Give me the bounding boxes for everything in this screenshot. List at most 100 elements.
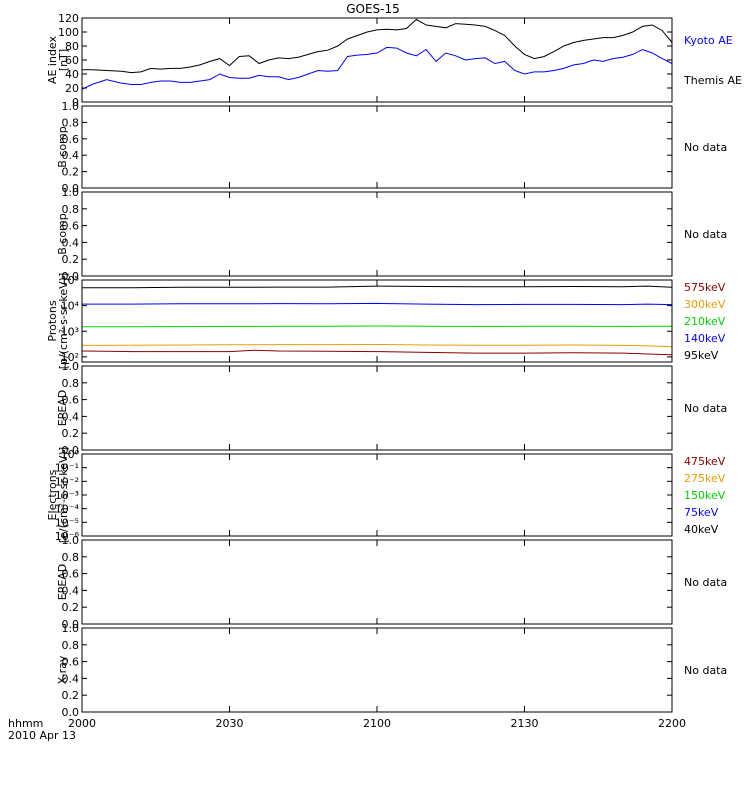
series-ae-kyoto-ae (81, 46, 673, 90)
ytick-label: 0.8 (62, 203, 80, 216)
ytick-label: 10² (61, 351, 79, 364)
legend-entry: 210keV (684, 315, 726, 328)
ytick-label: 40 (65, 68, 79, 81)
ytick-label: 10³ (61, 325, 79, 338)
ytick-label: 1.0 (62, 100, 80, 113)
xtick-label: 2030 (216, 717, 244, 730)
y-axis-label: [p/(cm²-s-sr-keV)] (57, 273, 70, 370)
y-axis-label: Protons (46, 300, 59, 341)
panel-frame-epead1 (81, 365, 673, 451)
y-axis-label: B comp (56, 126, 69, 168)
ytick-label: 0.4 (62, 672, 80, 685)
xtick-label: 2100 (363, 717, 391, 730)
panel-epead2: 0.0 0.2 0.4 0.6 0.8 1.0 EPEAD No data (56, 534, 727, 631)
legend-entry: 40keV (684, 523, 719, 536)
ytick-label: 80 (65, 40, 79, 53)
ytick-label: 60 (65, 54, 79, 67)
xtick-label: 2000 (68, 717, 96, 730)
legend-entry: Themis AE (683, 74, 742, 87)
ytick-label: 0.0 (62, 444, 80, 457)
ytick-label: 20 (65, 82, 79, 95)
series-protons-140kev (82, 302, 673, 306)
no-data-label: No data (684, 402, 727, 415)
ytick-label: 0.4 (62, 410, 80, 423)
ytick-label: 0.0 (62, 270, 80, 283)
ytick-label: 0.6 (62, 394, 80, 407)
y-axis-label: Electrons (46, 469, 59, 520)
ytick-label: 0.6 (62, 568, 80, 581)
legend-entry: 150keV (684, 489, 726, 502)
ytick-label: 0.2 (62, 166, 80, 179)
series-protons-95kev (82, 285, 673, 289)
panel-frame-protons (81, 279, 673, 363)
ytick-label: 0.8 (62, 551, 80, 564)
panel-epead1: 0.0 0.2 0.4 0.6 0.8 1.0 EPEAD No data (56, 360, 727, 457)
ytick-label: 0.8 (62, 377, 80, 390)
ytick-label: 0.8 (62, 639, 80, 652)
no-data-label: No data (684, 576, 727, 589)
chart-title: GOES-15 (346, 2, 400, 16)
series-protons-300kev (81, 343, 673, 348)
series-protons-575kev (81, 349, 673, 356)
no-data-label: No data (684, 228, 727, 241)
panel-frame-bcomp1 (81, 105, 673, 189)
panel-frame-xray (81, 627, 673, 713)
ytick-label: 1.0 (62, 186, 80, 199)
ytick-label: 10⁻⁴ (55, 503, 80, 516)
x-corner-label-hhmm: hhmm (8, 717, 43, 730)
xtick-label: 2130 (511, 717, 539, 730)
ytick-label: 0.8 (62, 116, 80, 129)
no-data-label: No data (684, 141, 727, 154)
ytick-label: 0.2 (62, 689, 80, 702)
ytick-label: 0.4 (62, 236, 80, 249)
y-axis-label: [e/(cm²-s-sr-keV)] (57, 447, 70, 543)
panel-frame-electrons (81, 453, 673, 537)
y-axis-label: X-ray (56, 655, 69, 684)
legend-entry: 95keV (684, 349, 719, 362)
legend-entry: 300keV (684, 298, 726, 311)
y-axis-label: EPEAD (56, 390, 69, 427)
y-axis-label: EPEAD (56, 564, 69, 601)
ytick-label: 0.4 (62, 149, 80, 162)
ytick-label: 10⁻⁶ (55, 530, 80, 543)
panel-bcomp2: 0.0 0.2 0.4 0.6 0.8 1.0 B comp No data (56, 186, 727, 283)
ytick-label: 0.2 (62, 427, 80, 440)
y-axis-label: B comp (56, 213, 69, 255)
ytick-label: 0.0 (62, 618, 80, 631)
ytick-label: 0.0 (62, 182, 80, 195)
y-axis-label: [nT] (57, 49, 70, 71)
ytick-label: 10⁰ (61, 448, 80, 461)
ytick-label: 0.6 (62, 656, 80, 669)
ytick-label: 10⁻¹ (55, 462, 79, 475)
panel-frame-epead2 (81, 539, 673, 625)
legend-entry: 140keV (684, 332, 726, 345)
ytick-label: 10⁻⁵ (55, 516, 79, 529)
series-ae-themis-ae (82, 18, 673, 74)
ytick-label: 0.0 (62, 706, 80, 719)
legend-entry: 475keV (684, 455, 726, 468)
xtick-label: 2200 (658, 717, 686, 730)
legend-entry: 275keV (684, 472, 726, 485)
x-axis-tick-labels: 2000 2030 2100 2130 2200 (68, 717, 686, 730)
ytick-label: 0.4 (62, 584, 80, 597)
ytick-label: 0.2 (62, 601, 80, 614)
ytick-label: 1.0 (62, 360, 80, 373)
ytick-label: 0.6 (62, 133, 80, 146)
ytick-label: 100 (58, 26, 79, 39)
legend-entry: 75keV (684, 506, 719, 519)
ytick-label: 10⁴ (61, 300, 80, 313)
x-corner-label-date: 2010 Apr 13 (8, 729, 76, 742)
panel-frame-ae (81, 17, 673, 103)
panel-bcomp1: 0.0 0.2 0.4 0.6 0.8 1.0 B comp No data (56, 100, 727, 195)
panel-xray: 0.0 0.2 0.4 0.6 0.8 1.0 X-ray No data (56, 622, 727, 719)
ytick-label: 0.2 (62, 253, 80, 266)
y-axis-label: AE index (46, 35, 59, 84)
ytick-label: 10⁻³ (55, 489, 79, 502)
ytick-label: 0.6 (62, 220, 80, 233)
panel-frame-bcomp2 (81, 191, 673, 277)
ytick-label: 120 (58, 12, 79, 25)
ytick-label: 10⁻² (55, 475, 79, 488)
legend-entry: 575keV (684, 281, 726, 294)
